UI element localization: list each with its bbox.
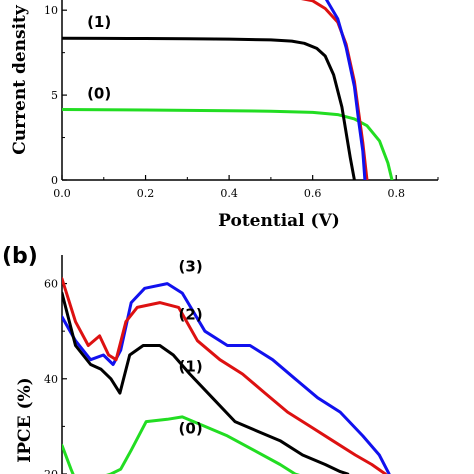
chart-a-x-axis-label: Potential (V)	[218, 211, 340, 231]
chart-b-tick-labels: 20 40 60	[44, 278, 58, 474]
y-tick-label: 5	[51, 89, 58, 102]
x-tick-label: 0.2	[137, 187, 155, 200]
chart-a-tick-labels: 0 5 10 0.0 0.2 0.4 0.6 0.8	[44, 4, 405, 200]
series-label-0: (3)	[179, 258, 203, 276]
y-tick-label: 0	[51, 174, 58, 187]
y-tick-label: 40	[44, 373, 58, 386]
x-tick-label: 0.6	[304, 187, 322, 200]
chart-b: (b) 20 40 60 (3) (2) (1) (0) IPCE (%)	[2, 244, 391, 474]
chart-b-curve-labels: (3) (2) (1) (0)	[179, 258, 203, 438]
chart-a: 0 5 10 0.0 0.2 0.4 0.6 0.8 (0) (1) Current densi…	[10, 0, 439, 231]
y-tick-label: 20	[44, 468, 58, 474]
chart-a-curves	[62, 0, 394, 180]
series-label-2: (1)	[179, 358, 203, 376]
series-line-3	[324, 0, 367, 180]
series-label-1: (1)	[87, 13, 111, 31]
series-line-0	[62, 282, 391, 474]
series-label-0: (0)	[87, 84, 111, 102]
series-line-0	[62, 108, 394, 180]
chart-b-curves	[62, 277, 391, 474]
chart-b-y-axis-label: IPCE (%)	[15, 377, 35, 462]
y-tick-label: 60	[44, 278, 58, 291]
series-line-1	[62, 277, 387, 474]
panel-label-b: (b)	[2, 244, 38, 269]
x-tick-label: 0.4	[220, 187, 238, 200]
y-tick-label: 10	[44, 4, 58, 17]
x-tick-label: 0.0	[53, 187, 71, 200]
series-label-3: (0)	[179, 420, 203, 438]
series-line-3	[62, 415, 301, 474]
series-line-2	[62, 291, 350, 474]
x-tick-label: 0.8	[387, 187, 405, 200]
series-line-1	[62, 36, 356, 180]
series-label-1: (2)	[179, 305, 203, 323]
chart-a-curve-labels: (0) (1)	[87, 13, 111, 102]
chart-a-axes	[61, 0, 439, 181]
chart-a-y-axis-label: Current density	[10, 4, 30, 155]
